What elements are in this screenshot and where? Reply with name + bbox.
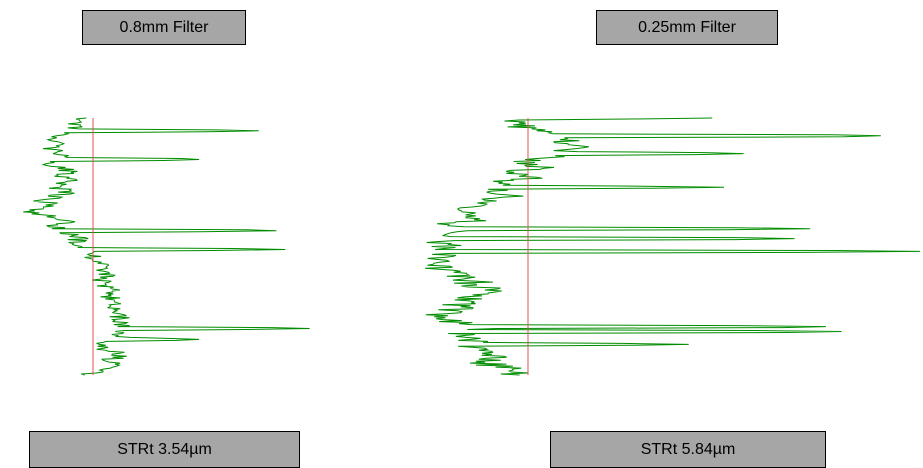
strt-value-0.8mm: STRt 3.54µm — [29, 431, 300, 468]
chart-title-0.25mm-filter: 0.25mm Filter — [596, 10, 778, 45]
profile-group-1 — [425, 117, 921, 376]
profile-group-0 — [23, 117, 310, 376]
strt-value-0.25mm: STRt 5.84µm — [550, 431, 826, 468]
profile-trace-0 — [23, 117, 310, 376]
profile-trace-1 — [425, 117, 921, 376]
chart-title-0.8mm-filter: 0.8mm Filter — [82, 10, 246, 45]
